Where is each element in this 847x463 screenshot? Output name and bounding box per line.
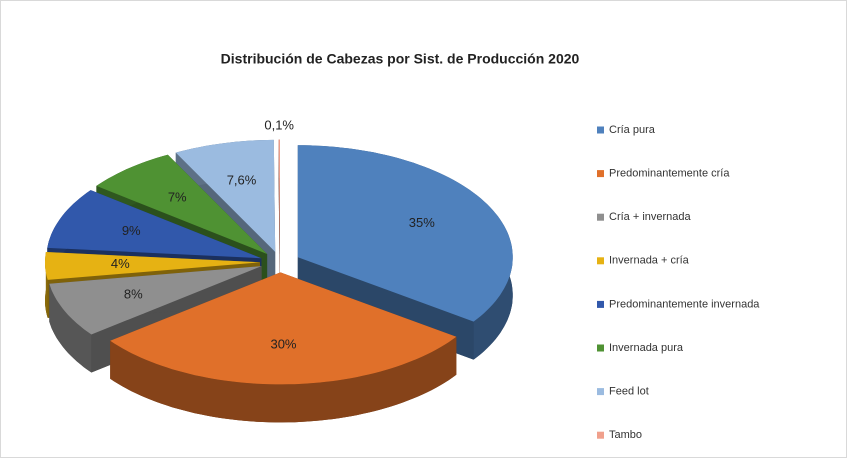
slice [45, 252, 260, 280]
legend-swatch [597, 213, 604, 221]
legend-swatch [597, 170, 604, 178]
legend-label: Cría + invernada [609, 211, 692, 223]
slice [278, 139, 280, 252]
data-label: 7,6% [227, 173, 257, 188]
data-label: 7% [168, 190, 187, 205]
legend-label: Feed lot [609, 386, 649, 398]
legend-swatch [597, 431, 604, 439]
legend-swatch [597, 344, 604, 352]
legend-swatch [597, 126, 604, 134]
slice [49, 266, 262, 335]
slice-wall [110, 336, 457, 423]
data-label: 4% [111, 256, 130, 271]
legend-label: Invernada + cría [609, 255, 690, 267]
legend-label: Tambo [609, 429, 642, 441]
chart-title: Distribución de Cabezas por Sist. de Pro… [221, 51, 580, 67]
legend-label: Predominantemente invernada [609, 298, 760, 310]
data-label: 8% [124, 286, 143, 301]
legend-label: Predominantemente cría [609, 168, 730, 180]
slice [47, 190, 262, 259]
slice [110, 272, 457, 385]
legend-swatch [597, 388, 604, 396]
slice-wall [49, 283, 92, 373]
legend-label: Cría pura [609, 124, 656, 136]
legend-swatch [597, 300, 604, 308]
data-label: 9% [122, 223, 141, 238]
slice [96, 154, 268, 254]
data-label: 30% [270, 337, 296, 352]
data-label: 35% [409, 215, 435, 230]
legend-swatch [597, 257, 604, 265]
legend-label: Invernada pura [609, 342, 684, 354]
data-label: 0,1% [264, 118, 294, 133]
slice [175, 139, 276, 252]
slice [297, 145, 513, 322]
